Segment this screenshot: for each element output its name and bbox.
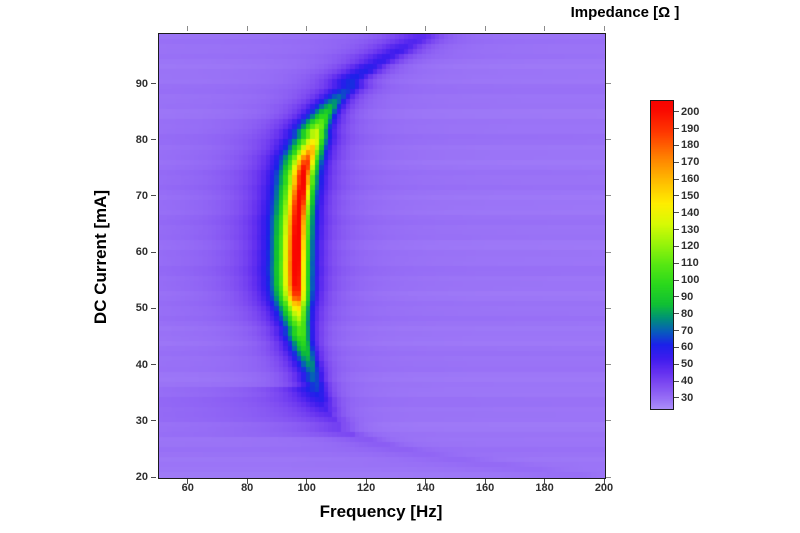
y-tick <box>151 83 156 85</box>
y-tick-mirror <box>606 420 611 422</box>
y-tick-label: 20 <box>135 471 148 483</box>
x-tick-mirror <box>603 26 605 31</box>
y-tick-mirror <box>606 364 611 366</box>
x-tick <box>544 479 546 484</box>
colorbar-gradient-canvas <box>651 101 673 409</box>
colorbar-tick <box>674 380 679 382</box>
colorbar-tick <box>674 279 679 281</box>
colorbar-tick-label: 30 <box>681 391 694 404</box>
x-tick-label: 100 <box>297 482 316 494</box>
x-tick <box>603 479 605 484</box>
x-tick-mirror <box>365 26 367 31</box>
colorbar-tick <box>674 262 679 264</box>
colorbar-tick-label: 50 <box>681 358 694 371</box>
y-tick-mirror <box>606 476 611 478</box>
plot-area <box>158 33 606 479</box>
x-tick <box>187 479 189 484</box>
colorbar-tick <box>674 397 679 399</box>
x-tick-label: 160 <box>475 482 495 494</box>
colorbar-tick <box>674 178 679 180</box>
x-tick-mirror <box>544 26 546 31</box>
x-tick-label: 60 <box>181 482 194 494</box>
colorbar-tick-label: 180 <box>681 139 700 152</box>
y-tick <box>151 364 156 366</box>
heatmap-canvas <box>159 34 605 478</box>
colorbar-tick-label: 150 <box>681 189 700 202</box>
x-tick-mirror <box>425 26 427 31</box>
colorbar-tick <box>674 229 679 231</box>
colorbar-tick-label: 170 <box>681 156 700 169</box>
colorbar-tick <box>674 346 679 348</box>
colorbar-tick-label: 60 <box>681 341 694 354</box>
y-tick-mirror <box>606 83 611 85</box>
y-tick <box>151 251 156 253</box>
colorbar-tick <box>674 313 679 315</box>
colorbar-tick <box>674 128 679 130</box>
x-tick <box>306 479 308 484</box>
colorbar-tick <box>674 330 679 332</box>
colorbar-tick <box>674 195 679 197</box>
colorbar-tick-label: 100 <box>681 274 700 287</box>
colorbar-tick-label: 120 <box>681 240 700 253</box>
x-tick-mirror <box>246 26 248 31</box>
y-tick-mirror <box>606 195 611 197</box>
y-tick-label: 50 <box>135 302 148 315</box>
colorbar-tick-label: 140 <box>681 206 700 219</box>
colorbar-tick <box>674 111 679 113</box>
colorbar-tick <box>674 245 679 247</box>
y-tick-label: 80 <box>135 133 148 146</box>
x-axis-label: Frequency [Hz] <box>319 502 443 521</box>
colorbar-tick-label: 40 <box>681 375 694 388</box>
colorbar-tick-label: 90 <box>681 290 694 303</box>
x-tick-label: 80 <box>241 482 254 494</box>
x-tick-label: 180 <box>535 482 554 494</box>
y-tick-label: 70 <box>135 189 148 202</box>
colorbar-tick <box>674 296 679 298</box>
colorbar-tick <box>674 212 679 214</box>
x-tick-mirror <box>484 26 486 31</box>
colorbar-tick-label: 160 <box>681 173 700 186</box>
y-tick-mirror <box>606 307 611 309</box>
y-tick <box>151 476 156 478</box>
x-tick <box>365 479 367 484</box>
colorbar-tick-label: 70 <box>681 324 694 337</box>
x-tick-label: 120 <box>356 482 376 494</box>
x-tick <box>246 479 248 484</box>
y-tick-mirror <box>606 251 611 253</box>
y-tick <box>151 139 156 141</box>
colorbar-tick-label: 190 <box>681 122 700 135</box>
y-tick-label: 30 <box>135 414 148 427</box>
figure-title: Impedance [Ω ] <box>570 4 680 21</box>
y-tick-label: 40 <box>135 358 148 371</box>
colorbar-tick-label: 80 <box>681 307 694 320</box>
x-tick-mirror <box>187 26 189 31</box>
y-tick <box>151 307 156 309</box>
x-tick-label: 140 <box>416 482 435 494</box>
y-tick-label: 60 <box>135 246 148 259</box>
colorbar-tick-label: 130 <box>681 223 700 236</box>
y-tick-mirror <box>606 139 611 141</box>
colorbar-tick <box>674 363 679 365</box>
x-tick-mirror <box>306 26 308 31</box>
y-axis-label: DC Current [mA] <box>91 189 110 325</box>
y-tick <box>151 420 156 422</box>
x-tick <box>425 479 427 484</box>
x-tick <box>484 479 486 484</box>
colorbar-tick <box>674 144 679 146</box>
x-tick-label: 200 <box>594 482 614 494</box>
colorbar <box>650 100 674 410</box>
colorbar-tick <box>674 161 679 163</box>
colorbar-tick-label: 110 <box>681 257 699 270</box>
colorbar-tick-label: 200 <box>681 105 700 118</box>
y-tick-label: 90 <box>135 77 148 90</box>
y-tick <box>151 195 156 197</box>
